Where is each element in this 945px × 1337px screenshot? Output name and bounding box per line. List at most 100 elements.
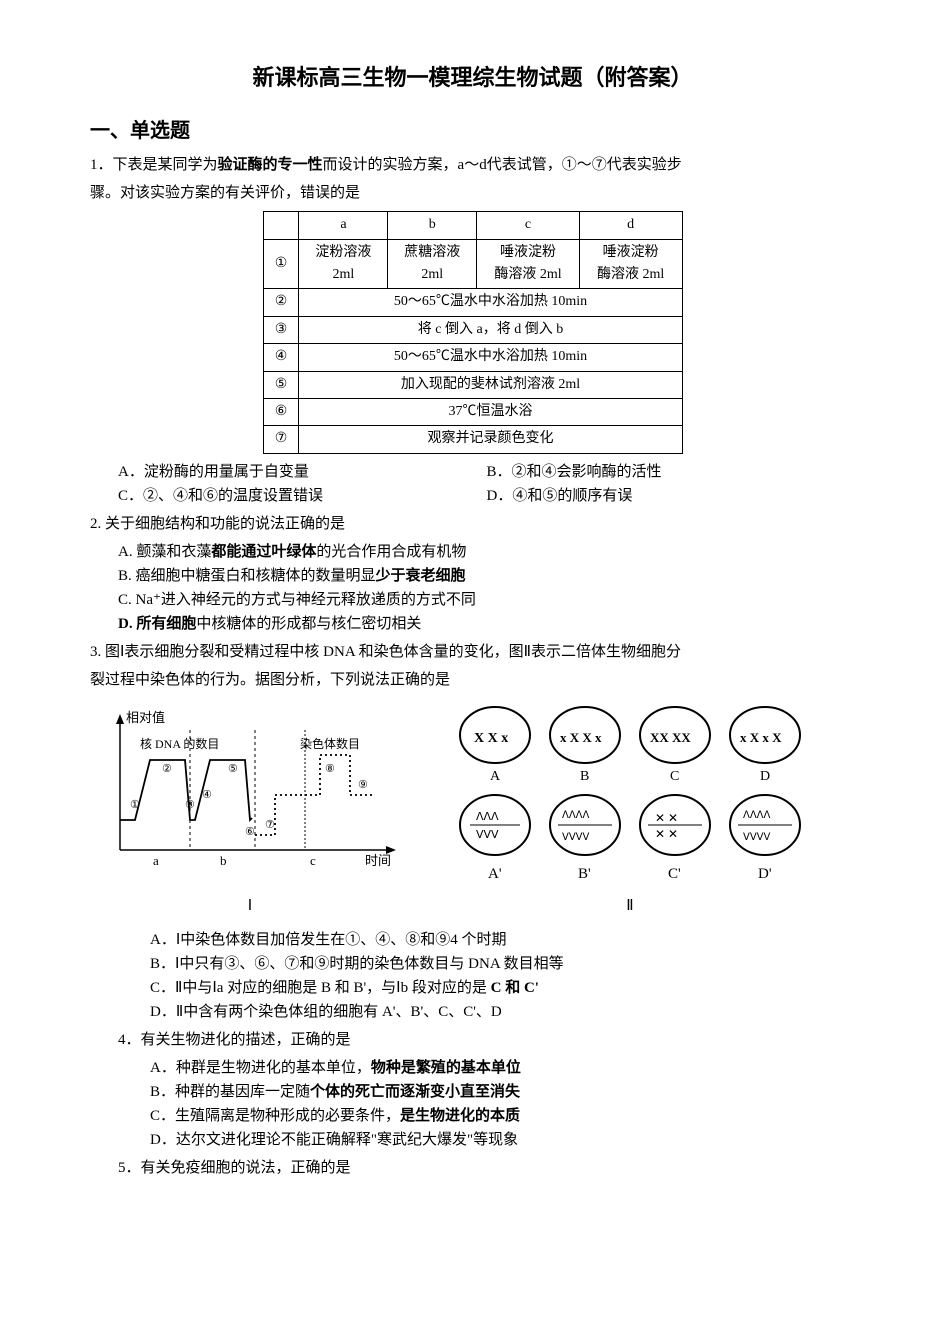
q1-stem-part1: 1．下表是某同学为 [90,157,218,173]
svg-text:b: b [220,853,227,868]
row3-val: 将 c 倒入 a，将 d 倒入 b [299,316,682,343]
q4-optC-bold: 是生物进化的本质 [400,1108,520,1124]
q3-optC-1: C．Ⅱ中与Ⅰa 对应的细胞是 B 和 B'，与Ⅰb 段对应的是 [150,980,487,996]
row1-c: 唾液淀粉酶溶液 2ml [477,239,580,289]
q2-optD-2: 中核糖体的形成都与核仁密切相关 [196,616,421,632]
row1-b: 蔗糖溶液2ml [388,239,477,289]
row5-val: 加入现配的斐林试剂溶液 2ml [299,371,682,398]
svg-text:x X X x: x X X x [560,730,602,745]
section-heading: 一、单选题 [90,115,855,147]
q3-figures: 相对值 时间 核 DNA 的数目 染色体数目 ① ② ③ ④ ⑤ ⑥ ⑦ ⑧ ⑨… [90,700,855,890]
svg-text:⑦: ⑦ [265,819,275,831]
q1-options-row1: A．淀粉酶的用量属于自变量 B．②和④会影响酶的活性 [118,460,855,484]
q2-optA-2: 的光合作用合成有机物 [316,544,466,560]
q2-optA-1: A. 颤藻和衣藻 [118,544,211,560]
svg-text:ᐱᐱᐱᐱ: ᐱᐱᐱᐱ [743,810,771,821]
q4-optA-1: A．种群是生物进化的基本单位， [150,1060,371,1076]
svg-text:C: C [670,769,679,784]
q4-stem: 4．有关生物进化的描述，正确的是 [118,1028,855,1052]
svg-text:ᐯᐯᐯ: ᐯᐯᐯ [476,829,499,841]
svg-text:A: A [490,769,501,784]
q1-table: a b c d ① 淀粉溶液2ml 蔗糖溶液2ml 唾液淀粉酶溶液 2ml 唾液… [263,211,683,454]
q1-optC: C．②、④和⑥的温度设置错误 [118,484,487,508]
row2-head: ② [263,289,299,316]
svg-text:①: ① [130,799,140,811]
q1-optB: B．②和④会影响酶的活性 [487,460,856,484]
svg-text:ᐯᐯᐯᐯ: ᐯᐯᐯᐯ [743,832,771,843]
q2-stem: 2. 关于细胞结构和功能的说法正确的是 [90,512,855,536]
q1-stem-line2: 骤。对该实验方案的有关评价，错误的是 [90,181,855,205]
th-d: d [579,212,682,239]
row6-val: 37℃恒温水浴 [299,398,682,425]
q2-optB-1: B. 癌细胞中糖蛋白和核糖体的数量明显 [118,568,376,584]
q1-stem-bold: 验证酶的专一性 [218,157,323,173]
q2-optA: A. 颤藻和衣藻都能通过叶绿体的光合作用合成有机物 [118,540,855,564]
svg-text:⑤: ⑤ [228,763,238,775]
fig-label-I: Ⅰ [90,894,410,918]
svg-text:ᐱᐱᐱᐱ: ᐱᐱᐱᐱ [562,810,590,821]
row6-head: ⑥ [263,398,299,425]
figure-I-chart: 相对值 时间 核 DNA 的数目 染色体数目 ① ② ③ ④ ⑤ ⑥ ⑦ ⑧ ⑨… [90,700,410,880]
row2-val: 50～65℃温水中水浴加热 10min [299,289,682,316]
q4-optA-bold: 物种是繁殖的基本单位 [371,1060,521,1076]
row7-head: ⑦ [263,426,299,453]
row7-val: 观察并记录颜色变化 [299,426,682,453]
svg-text:x X x X: x X x X [740,730,782,745]
svg-text:B': B' [578,866,591,882]
row1-d: 唾液淀粉酶溶液 2ml [579,239,682,289]
svg-text:D': D' [758,866,772,882]
svg-text:ᐯᐯᐯᐯ: ᐯᐯᐯᐯ [562,832,590,843]
svg-text:ᐱᐱᐱ: ᐱᐱᐱ [476,811,499,823]
q4-optB-1: B．种群的基因库一定随 [150,1084,310,1100]
svg-text:a: a [153,853,159,868]
q4-optB-bold: 个体的死亡而逐渐变小直至消失 [310,1084,520,1100]
row1-head: ① [263,239,299,289]
svg-text:XX XX: XX XX [650,730,691,745]
th-c: c [477,212,580,239]
ylabel: 相对值 [126,710,165,725]
svg-text:⑨: ⑨ [358,779,368,791]
svg-text:✕ ✕: ✕ ✕ [655,827,678,841]
svg-text:D: D [760,769,770,784]
svg-text:✕ ✕: ✕ ✕ [655,811,678,825]
q3-optC-bold: C 和 C' [487,980,539,996]
th-b: b [388,212,477,239]
q5-stem: 5．有关免疫细胞的说法，正确的是 [118,1156,855,1180]
q4-optD: D．达尔文进化理论不能正确解释"寒武纪大爆发"等现象 [150,1128,855,1152]
q2-optB-bold: 少于衰老细胞 [376,568,466,584]
row5-head: ⑤ [263,371,299,398]
dna-label: 核 DNA 的数目 [140,736,219,751]
row3-head: ③ [263,316,299,343]
q1-stem-part2: 而设计的实验方案，a～d代表试管，①～⑦代表实验步 [323,157,682,173]
q3-optB: B．Ⅰ中只有③、⑥、⑦和⑨时期的染色体数目与 DNA 数目相等 [150,952,855,976]
svg-text:X X x: X X x [474,731,508,746]
q2-optA-bold: 都能通过叶绿体 [211,544,316,560]
q4-optB: B．种群的基因库一定随个体的死亡而逐渐变小直至消失 [150,1080,855,1104]
q1-optA: A．淀粉酶的用量属于自变量 [118,460,487,484]
row4-head: ④ [263,344,299,371]
th-blank [263,212,299,239]
q1-stem: 1．下表是某同学为验证酶的专一性而设计的实验方案，a～d代表试管，①～⑦代表实验… [90,153,855,177]
figure-labels: Ⅰ Ⅱ [90,894,855,918]
svg-text:c: c [310,853,316,868]
svg-text:C': C' [668,866,681,882]
q1-options-row2: C．②、④和⑥的温度设置错误 D．④和⑤的顺序有误 [118,484,855,508]
chrom-label: 染色体数目 [300,736,360,751]
q3-optD: D．Ⅱ中含有两个染色体组的细胞有 A'、B'、C、C'、D [150,1000,855,1024]
q4-optC: C．生殖隔离是物种形成的必要条件，是生物进化的本质 [150,1104,855,1128]
q2-optD-bold: D. 所有细胞 [118,616,196,632]
fig-label-II: Ⅱ [450,894,810,918]
svg-text:⑥: ⑥ [245,826,255,838]
svg-text:⑧: ⑧ [325,763,335,775]
row4-val: 50～65℃温水中水浴加热 10min [299,344,682,371]
q2-optB: B. 癌细胞中糖蛋白和核糖体的数量明显少于衰老细胞 [118,564,855,588]
q2-optD: D. 所有细胞中核糖体的形成都与核仁密切相关 [118,612,855,636]
q2-optC: C. Na⁺进入神经元的方式与神经元释放递质的方式不同 [118,588,855,612]
svg-text:④: ④ [202,789,212,801]
q3-stem2: 裂过程中染色体的行为。据图分析，下列说法正确的是 [90,668,855,692]
svg-text:A': A' [488,866,502,882]
th-a: a [299,212,388,239]
q3-optA: A．Ⅰ中染色体数目加倍发生在①、④、⑧和⑨4 个时期 [150,928,855,952]
q4-optC-1: C．生殖隔离是物种形成的必要条件， [150,1108,400,1124]
q3-stem1: 3. 图Ⅰ表示细胞分裂和受精过程中核 DNA 和染色体含量的变化，图Ⅱ表示二倍体… [90,640,855,664]
